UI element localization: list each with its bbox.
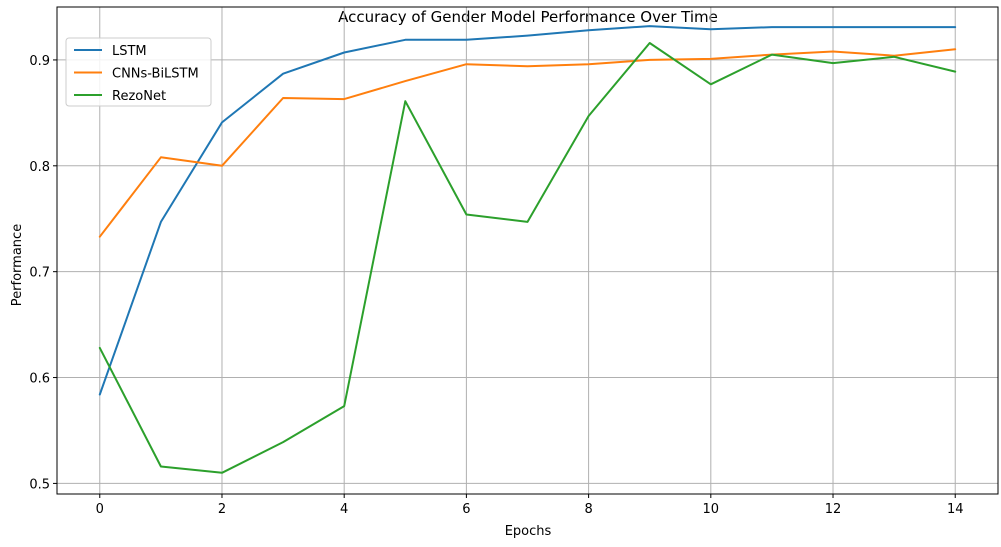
x-tick-label: 2 [218, 502, 226, 517]
series-lines [98, 25, 957, 474]
series-line-cnns-bilstm [98, 48, 957, 238]
x-tick-label: 12 [825, 502, 842, 517]
x-tick-label: 8 [584, 502, 592, 517]
plot-frame [56, 6, 999, 495]
y-tick-label: 0.6 [29, 372, 50, 387]
series-line-lstm [98, 25, 957, 396]
series-line-rezonet [98, 42, 957, 474]
legend-label: CNNs-BiLSTM [112, 67, 199, 82]
x-axis-label: Epochs [505, 524, 552, 539]
grid-lines [57, 7, 998, 494]
legend-label: LSTM [112, 44, 147, 59]
x-tick-label: 6 [462, 502, 470, 517]
x-tick-label: 0 [96, 502, 104, 517]
legend-label: RezoNet [112, 89, 166, 104]
y-tick-label: 0.7 [29, 266, 50, 281]
chart-title: Accuracy of Gender Model Performance Ove… [338, 8, 718, 26]
y-tick-label: 0.8 [29, 160, 50, 175]
y-tick-label: 0.9 [29, 54, 50, 69]
y-tick-label: 0.5 [29, 477, 50, 492]
y-axis-label: Performance [10, 224, 25, 306]
axis-ticks: 0 2 4 6 8 10 12 14 0.5 0.6 0.7 0.8 0.9 [29, 54, 963, 517]
x-tick-label: 10 [703, 502, 720, 517]
legend-box [65, 37, 212, 107]
x-tick-label: 4 [340, 502, 348, 517]
x-tick-label: 14 [947, 502, 964, 517]
legend: LSTM CNNs-BiLSTM RezoNet [65, 37, 212, 107]
